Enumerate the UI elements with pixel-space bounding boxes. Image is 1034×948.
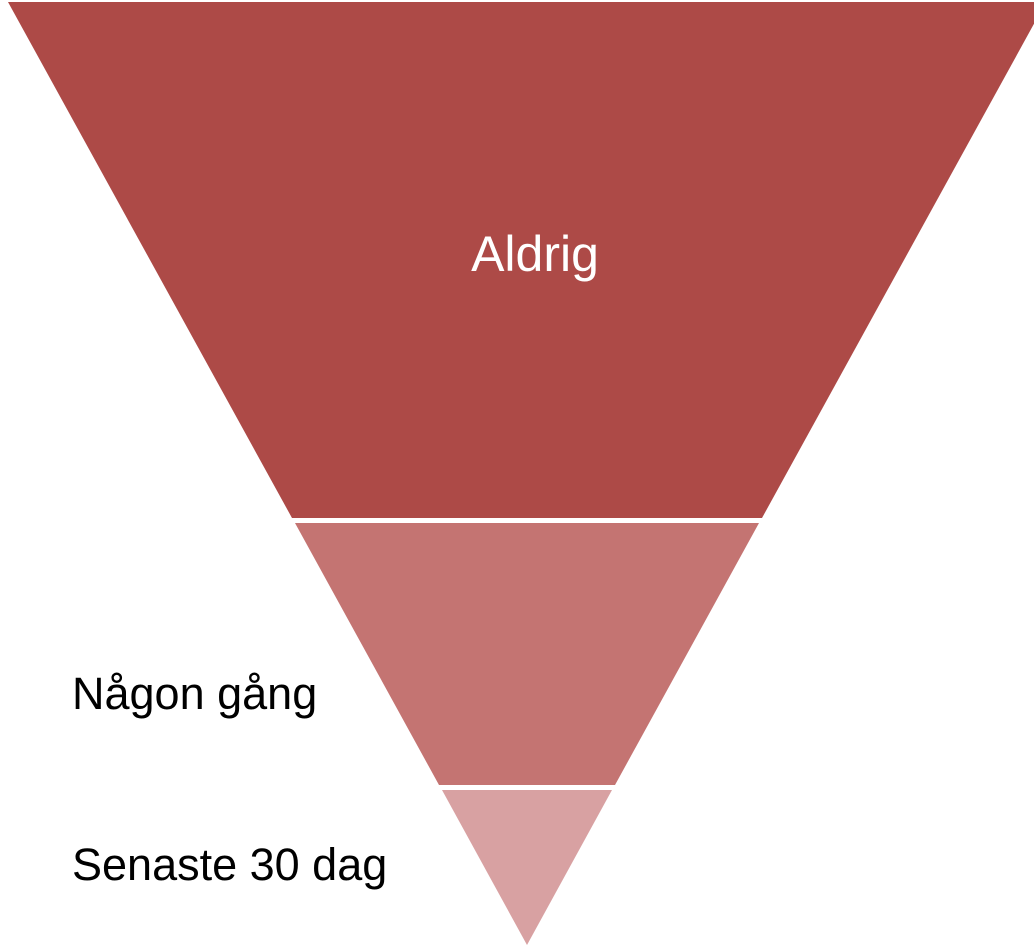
level-label: Senaste 30 dag: [72, 839, 387, 890]
level-label: Någon gång: [72, 668, 317, 719]
level-label: Aldrig: [471, 226, 599, 282]
level-bottom: [442, 790, 612, 945]
level-middle: [295, 523, 759, 785]
level-top: [8, 2, 1034, 518]
